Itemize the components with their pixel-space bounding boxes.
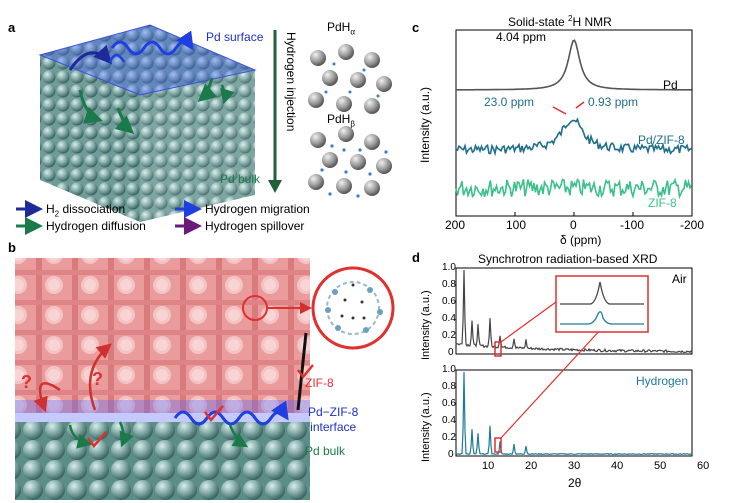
xrd-air-ytick-0: 0: [448, 347, 454, 358]
xrd-highlight-air: [494, 341, 502, 357]
nmr-arrow-23ppm: [552, 106, 567, 115]
xrd-h2-ytick-10: 1.0: [442, 364, 456, 375]
xrd-xtick-60: 60: [697, 460, 710, 472]
nmr-xtick-label-200: 200: [445, 218, 466, 232]
xrd-h2-ytick-0: 0: [448, 449, 454, 460]
xrd-chart: [455, 267, 693, 457]
pdh-beta-label: PdHβ: [327, 112, 355, 129]
xrd-air-frame: [455, 267, 693, 355]
xrd-air-ytick-10: 1.0: [442, 262, 456, 273]
nmr-series-zif8: [455, 177, 693, 200]
legend-diffusion: Hydrogen diffusion: [46, 219, 146, 233]
spillover-arrow-1: [33, 382, 61, 413]
xrd-h2-ytick-02: 0.2: [442, 432, 456, 443]
nmr-xtick-label-100: 100: [506, 218, 527, 232]
panel-d-label: d: [412, 250, 420, 265]
xrd-xtick-10: 10: [482, 460, 495, 472]
xrd-xtick-20: 20: [525, 460, 538, 472]
xrd-zoom-line-hydrogen: [500, 327, 603, 439]
nmr-ann-093: 0.93 ppm: [588, 95, 639, 109]
dissociation-arrow: [68, 44, 113, 71]
diffusion-arrow-2: [114, 107, 135, 134]
bulk-diffusion-arrow-3: [228, 424, 249, 448]
interface-label: Pd−ZIF-8 interface: [308, 405, 359, 434]
legend-spillover: Hydrogen spillover: [205, 219, 305, 233]
pd-surface-label: Pd surface: [206, 30, 264, 44]
pdh-alpha-cluster: [308, 44, 392, 114]
pd-cube: [38, 24, 257, 222]
xrd-air-ytick-08: 0.8: [442, 279, 456, 290]
nmr-xtick-label-neg100: -100: [620, 218, 645, 232]
check-mark-interface: [204, 405, 224, 422]
question-mark-2: ?: [92, 369, 103, 389]
nmr-ylabel: Intensity (a.u.): [418, 86, 432, 164]
xrd-h2-ytick-06: 0.6: [442, 398, 456, 409]
h2-entry-arrow: [296, 332, 308, 411]
xrd-highlight-hydrogen: [494, 437, 502, 453]
migration-arrow: [110, 30, 194, 56]
nmr-series-pd: [456, 39, 692, 91]
xrd-air-ytick-06: 0.6: [442, 296, 456, 307]
zif8-cage-zoom: [311, 266, 395, 350]
spillover-arrow-2: [88, 343, 112, 411]
nmr-legend-pd: Pd: [663, 78, 678, 92]
nmr-arrow-093ppm: [575, 101, 585, 109]
xrd-air-ytick-04: 0.4: [442, 313, 456, 324]
pd-bulk-label-b: Pd bulk: [305, 444, 346, 458]
nmr-series-pd-zif8: [455, 117, 692, 157]
xrd-inset-air: [560, 281, 644, 305]
xrd-xtick-40: 40: [611, 460, 624, 472]
nmr-legend-pd-zif8: Pd/ZIF-8: [638, 133, 685, 147]
panel-b-illustration: [15, 258, 395, 500]
check-mark-bulk: [87, 431, 107, 448]
bulk-diffusion-arrow-2: [118, 421, 134, 448]
injection-arrow-head: [268, 180, 282, 193]
diffusion-arrow-4: [220, 84, 235, 105]
panel-b-label: b: [8, 240, 16, 255]
xrd-zoom-line-air: [500, 301, 557, 343]
nmr-chart: [455, 29, 693, 217]
xrd-xtick-50: 50: [654, 460, 667, 472]
check-mark-zif: [296, 364, 314, 380]
panel-c-label: c: [412, 20, 420, 35]
pd-bulk-layer: [15, 422, 310, 500]
xrd-hydrogen-frame: [455, 369, 693, 457]
zif8-framework: [15, 258, 310, 413]
interface-migration-arrow: [173, 400, 289, 426]
nmr-xtick-label-0: 0: [570, 218, 577, 232]
hydrogen-injection-label: Hydrogen injection: [284, 32, 298, 132]
pdh-alpha-label: PdHα: [327, 20, 355, 37]
xrd-xtick-30: 30: [568, 460, 581, 472]
xrd-ylabel-air: Intensity (a.u.): [420, 290, 432, 360]
xrd-inset-hydrogen: [560, 311, 644, 325]
xrd-xlabel: 2θ: [568, 476, 582, 490]
nmr-ann-230: 23.0 ppm: [484, 95, 535, 109]
legend-dissociation: H2 dissociation: [46, 202, 126, 219]
panel-a-label: a: [8, 20, 16, 35]
xrd-air-ytick-02: 0.2: [442, 330, 456, 341]
xrd-hydrogen-label: Hydrogen: [636, 374, 689, 388]
pd-bulk-label-a: Pd bulk: [220, 172, 261, 186]
xrd-h2-ytick-04: 0.4: [442, 415, 456, 426]
legend-migration: Hydrogen migration: [205, 202, 310, 216]
xrd-series-hydrogen: [455, 371, 693, 456]
nmr-legend-zif8: ZIF-8: [648, 196, 677, 210]
panel-a-illustration: [16, 24, 392, 235]
xrd-h2-ytick-08: 0.8: [442, 381, 456, 392]
nmr-title: Solid-state 2H NMR: [508, 14, 612, 29]
xrd-ylabel-hydrogen: Intensity (a.u.): [420, 392, 432, 462]
nmr-xlabel: δ (ppm): [560, 233, 602, 247]
nmr-xtick-label-neg200: -200: [680, 218, 705, 232]
bulk-diffusion-arrow-1: [68, 424, 93, 449]
zif8-label: ZIF-8: [305, 376, 334, 390]
diffusion-arrow-3: [197, 77, 218, 102]
pdh-beta-cluster: [308, 126, 392, 198]
nmr-ann-404: 4.04 ppm: [496, 30, 547, 44]
question-mark-1: ?: [21, 372, 32, 392]
zif8-cage-structure: [325, 281, 383, 335]
xrd-title: Synchrotron radiation-based XRD: [478, 252, 658, 266]
xrd-air-label: Air: [672, 272, 687, 286]
diffusion-arrow-1: [78, 89, 103, 124]
migration-arrow-small: [108, 53, 126, 63]
